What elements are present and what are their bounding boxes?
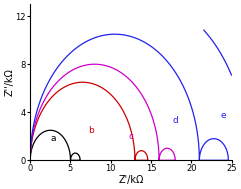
Text: b: b: [88, 126, 94, 135]
Text: c: c: [128, 132, 134, 141]
Text: d: d: [172, 116, 178, 125]
X-axis label: Z'/kΩ: Z'/kΩ: [118, 175, 144, 185]
Y-axis label: Z''/kΩ: Z''/kΩ: [4, 68, 14, 96]
Text: e: e: [221, 111, 226, 120]
Text: a: a: [50, 134, 55, 143]
